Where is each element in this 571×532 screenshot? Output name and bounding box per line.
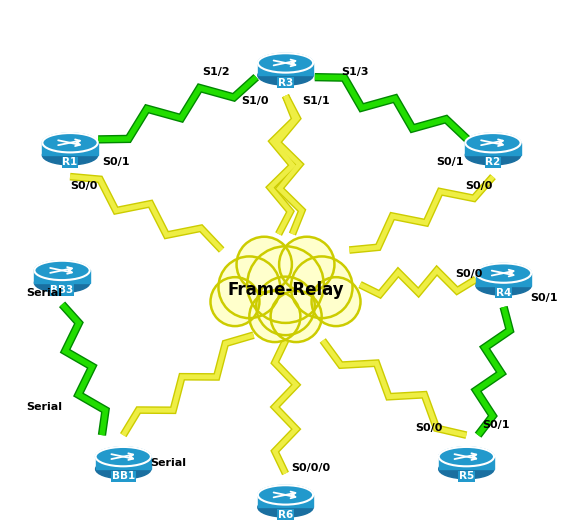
Circle shape [250, 291, 300, 342]
Text: S0/1: S0/1 [436, 157, 464, 167]
Bar [34, 270, 90, 283]
Circle shape [271, 291, 321, 342]
Text: BB3: BB3 [50, 285, 74, 295]
Ellipse shape [465, 133, 521, 152]
Text: Serial: Serial [150, 458, 186, 468]
Text: S1/0: S1/0 [241, 96, 268, 106]
Text: BB1: BB1 [111, 471, 135, 481]
Ellipse shape [439, 447, 494, 466]
Text: R6: R6 [278, 510, 293, 520]
Text: S0/0: S0/0 [70, 181, 98, 191]
Bar [258, 495, 313, 508]
Text: S0/1: S0/1 [482, 420, 510, 430]
Ellipse shape [42, 133, 98, 152]
Circle shape [256, 277, 315, 335]
Ellipse shape [439, 460, 494, 479]
Text: S0/0/0: S0/0/0 [291, 463, 330, 473]
Circle shape [247, 246, 324, 323]
Bar [42, 143, 98, 155]
Text: S1/3: S1/3 [341, 67, 369, 77]
Text: S0/1: S0/1 [530, 293, 558, 303]
Ellipse shape [476, 276, 531, 295]
Ellipse shape [34, 261, 90, 280]
Ellipse shape [476, 263, 531, 283]
Ellipse shape [258, 498, 313, 517]
Bar [258, 63, 313, 76]
Circle shape [312, 277, 360, 326]
Circle shape [279, 237, 335, 292]
Text: S0/1: S0/1 [102, 157, 130, 167]
Text: S0/0: S0/0 [465, 181, 493, 191]
Bar [439, 456, 494, 469]
Text: R1: R1 [62, 157, 78, 168]
Circle shape [219, 256, 280, 318]
Ellipse shape [258, 66, 313, 85]
Ellipse shape [95, 460, 151, 479]
Text: R4: R4 [496, 288, 511, 298]
Text: R2: R2 [485, 157, 501, 168]
Text: R5: R5 [459, 471, 474, 481]
Text: S0/0: S0/0 [455, 269, 482, 279]
Ellipse shape [95, 447, 151, 466]
Circle shape [291, 256, 352, 318]
Text: S0/0: S0/0 [415, 423, 443, 433]
Bar [476, 273, 531, 286]
Circle shape [236, 237, 292, 292]
Ellipse shape [258, 485, 313, 504]
Text: S1/1: S1/1 [303, 96, 330, 106]
Text: Serial: Serial [26, 288, 62, 297]
Bar [95, 456, 151, 469]
Text: R3: R3 [278, 78, 293, 88]
Ellipse shape [42, 146, 98, 165]
Circle shape [211, 277, 259, 326]
Ellipse shape [465, 146, 521, 165]
Ellipse shape [34, 273, 90, 293]
Text: Serial: Serial [26, 402, 62, 412]
Text: S1/2: S1/2 [202, 67, 230, 77]
Ellipse shape [258, 53, 313, 72]
Bar [465, 143, 521, 155]
Text: Frame-Relay: Frame-Relay [227, 281, 344, 299]
